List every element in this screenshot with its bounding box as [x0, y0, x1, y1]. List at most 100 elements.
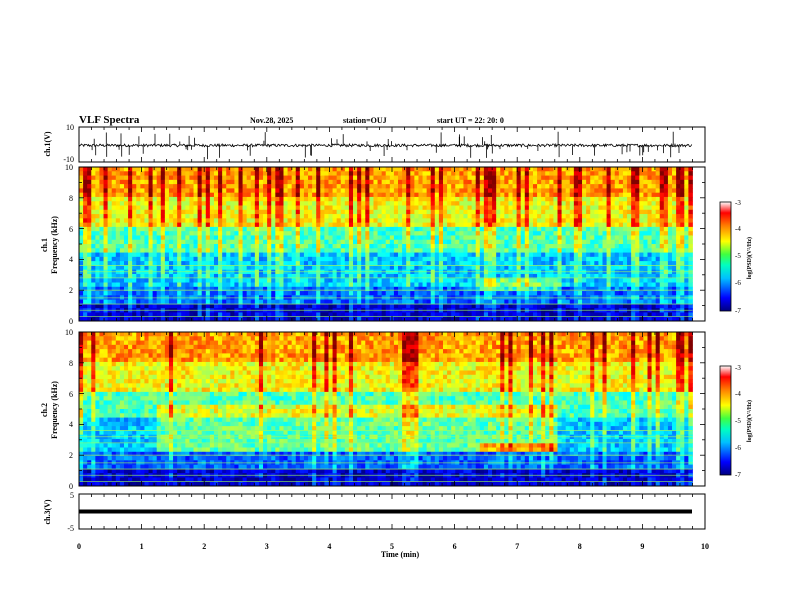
- spectrogram-cell: [160, 291, 166, 296]
- spectrogram-cell: [377, 205, 383, 211]
- spectrogram-cell: [111, 209, 117, 215]
- spectrogram-cell: [475, 184, 481, 189]
- spectrogram-cell: [406, 312, 411, 318]
- spectrogram-cell: [549, 214, 554, 219]
- spectrogram-cell: [99, 286, 104, 292]
- spectrogram-cell: [209, 256, 215, 262]
- spectrogram-cell: [537, 196, 542, 202]
- spectrogram-cell: [299, 303, 305, 309]
- spectrogram-cell: [549, 222, 554, 228]
- spectrogram-cell: [414, 184, 419, 189]
- spectrogram-cell: [520, 171, 526, 176]
- spectrogram-cell: [537, 231, 542, 236]
- spectrogram-cell: [197, 316, 203, 322]
- spectrogram-cell: [553, 312, 558, 318]
- spectrogram-cell: [463, 286, 468, 292]
- spectrogram-cell: [123, 205, 129, 211]
- spectrogram-cell: [406, 179, 411, 185]
- spectrogram-cell: [590, 291, 595, 296]
- spectrogram-cell: [614, 188, 620, 194]
- spectrogram-cell: [582, 175, 587, 181]
- spectrogram-cell: [316, 214, 321, 219]
- spectrogram-cell: [267, 273, 272, 279]
- spectrogram-cell: [87, 312, 92, 318]
- spectrogram-cell: [602, 188, 607, 194]
- spectrogram-cell: [512, 222, 518, 228]
- spectrogram-cell: [242, 286, 248, 292]
- ch1-spectrogram-cells: [79, 167, 693, 322]
- spectrogram-cell: [451, 303, 456, 309]
- spectrogram-cell: [373, 192, 378, 198]
- spectrogram-cell: [136, 214, 141, 219]
- spectrogram-cell: [573, 184, 579, 189]
- spectrogram-cell: [357, 171, 362, 176]
- spectrogram-cell: [283, 299, 288, 305]
- spectrogram-cell: [381, 175, 387, 181]
- spectrogram-cell: [627, 239, 632, 245]
- spectrogram-cell: [418, 196, 423, 202]
- spectrogram-cell: [299, 312, 305, 318]
- spectrogram-cell: [197, 303, 203, 309]
- spectrogram-cell: [258, 303, 264, 309]
- spectrogram-cell: [365, 188, 370, 194]
- spectrogram-cell: [385, 291, 391, 296]
- spectrogram-cell: [618, 316, 624, 322]
- spectrogram-cell: [381, 231, 387, 236]
- spectrogram-cell: [467, 252, 473, 258]
- spectrogram-cell: [512, 205, 518, 211]
- spectrogram-cell: [471, 261, 477, 266]
- spectrogram-cell: [140, 214, 145, 219]
- spectrogram-cell: [160, 278, 166, 283]
- spectrogram-cell: [218, 282, 223, 288]
- spectrogram-cell: [410, 179, 415, 185]
- spectrogram-cell: [614, 226, 620, 232]
- spectrogram-cell: [123, 299, 129, 305]
- spectrogram-cell: [385, 312, 391, 318]
- spectrogram-cell: [528, 175, 534, 181]
- spectrogram-cell: [369, 179, 374, 185]
- spectrogram-cell: [377, 286, 383, 292]
- spectrogram-cell: [524, 196, 530, 202]
- spectrogram-cell: [320, 218, 325, 224]
- spectrogram-cell: [218, 261, 223, 266]
- spectrogram-cell: [455, 252, 460, 258]
- spectrogram-cell: [549, 205, 554, 211]
- spectrogram-cell: [254, 171, 260, 176]
- spectrogram-cell: [336, 196, 342, 202]
- spectrogram-cell: [492, 201, 497, 206]
- spectrogram-cell: [246, 261, 252, 266]
- spectrogram-cell: [447, 239, 452, 245]
- spectrogram-cell: [443, 252, 448, 258]
- spectrogram-cell: [500, 291, 505, 296]
- spectrogram-cell: [610, 239, 616, 245]
- spectrogram-cell: [373, 201, 378, 206]
- spectrogram-cell: [123, 265, 129, 271]
- spectrogram-cell: [385, 196, 391, 202]
- spectrogram-cell: [455, 184, 460, 189]
- spectrogram-cell: [594, 192, 599, 198]
- spectrogram-cell: [336, 273, 342, 279]
- spectrogram-cell: [246, 291, 252, 296]
- spectrogram-cell: [586, 231, 591, 236]
- spectrogram-cell: [414, 192, 419, 198]
- spectrogram-cell: [487, 273, 493, 279]
- spectrogram-cell: [463, 226, 468, 232]
- spectrogram-cell: [369, 209, 374, 215]
- spectrogram-cell: [504, 286, 509, 292]
- spectrogram-cell: [537, 282, 542, 288]
- spectrogram-cell: [443, 282, 448, 288]
- spectrogram-cell: [561, 214, 567, 219]
- spectrogram-cell: [561, 265, 567, 271]
- spectrogram-cell: [532, 231, 538, 236]
- spectrogram-cell: [549, 226, 554, 232]
- spectrogram-cell: [410, 171, 415, 176]
- spectrogram-cell: [156, 192, 162, 198]
- spectrogram-cell: [140, 184, 145, 189]
- spectrogram-cell: [164, 226, 170, 232]
- spectrogram-cell: [258, 205, 264, 211]
- spectrogram-cell: [516, 316, 522, 322]
- spectrogram-cell: [385, 273, 391, 279]
- spectrogram-cell: [140, 201, 145, 206]
- spectrogram-cell: [83, 226, 88, 232]
- spectrogram-cell: [406, 171, 411, 176]
